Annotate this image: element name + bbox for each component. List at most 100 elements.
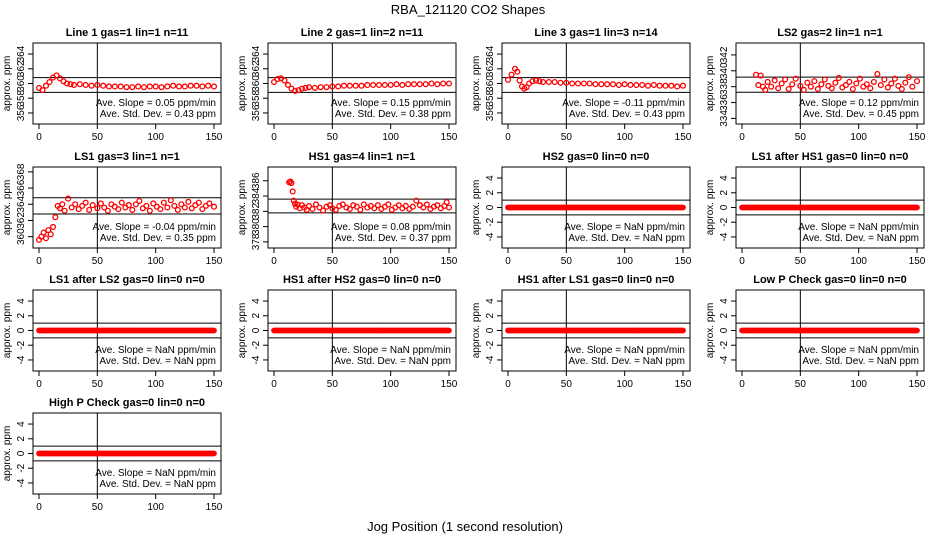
data-point: [539, 78, 547, 86]
data-point: [178, 201, 185, 208]
data-point: [125, 202, 132, 209]
data-point: [47, 231, 54, 238]
data-point: [46, 78, 53, 86]
sd-annotation: Ave. Std. Dev. = 0.43 ppm: [569, 109, 685, 120]
y-tick-label: 0: [16, 450, 27, 456]
panel-6: HS1 gas=4 lin=1 n=1 0 50 100 150 378380382384…: [237, 151, 458, 267]
y-axis-label: approx. ppm: [705, 56, 716, 112]
data-point: [65, 195, 72, 202]
x-tick-label: 100: [147, 502, 164, 513]
data-point: [674, 83, 681, 90]
y-tick-label: -4: [485, 232, 496, 241]
panel-grid: Line 1 gas=1 lin=1 n=110 50 100 15035635836…: [2, 27, 926, 513]
data-point: [789, 81, 796, 88]
panel-11: HS1 after LS1 gas=0 lin=0 n=0 0 50 100 150 -4…: [471, 274, 692, 390]
data-point: [157, 206, 164, 213]
sd-annotation: Ave. Std. Dev. = 0.45 ppm: [803, 109, 919, 120]
data-point: [302, 84, 309, 91]
data-point: [835, 74, 842, 81]
x-tick-label: 100: [382, 132, 399, 143]
data-point: [536, 78, 543, 85]
y-tick-label: 4: [251, 298, 262, 304]
y-tick-label: -2: [485, 217, 496, 226]
x-tick-label: 50: [327, 256, 339, 267]
y-axis-label: approx. ppm: [237, 303, 248, 359]
y-tick-label: 364: [16, 195, 27, 212]
data-point: [615, 81, 622, 89]
data-point: [668, 82, 675, 89]
x-tick-label: 50: [92, 132, 104, 143]
data-point: [63, 80, 71, 87]
data-point: [609, 81, 617, 88]
data-point: [370, 81, 377, 89]
data-point: [75, 206, 82, 213]
data-point: [797, 82, 804, 89]
data-point: [764, 78, 771, 85]
data-point: [514, 68, 521, 75]
panel-3: Line 3 gas=1 lin=3 n=140 50 100 15035635836…: [471, 27, 692, 143]
y-axis-label: approx. ppm: [2, 426, 13, 482]
data-point: [335, 83, 342, 90]
y-tick-label: -4: [16, 478, 27, 487]
y-tick-label: 368: [16, 163, 27, 180]
data-point: [545, 78, 552, 86]
x-tick-label: 50: [92, 256, 104, 267]
data-point: [804, 79, 811, 86]
data-point: [807, 83, 814, 90]
data-point: [146, 207, 153, 214]
data-point: [800, 86, 807, 93]
x-tick-label: 150: [206, 502, 223, 513]
data-point: [332, 206, 339, 213]
data-point: [914, 327, 920, 334]
y-tick-label: 360: [485, 75, 496, 92]
data-point: [413, 197, 420, 204]
data-point: [199, 206, 206, 213]
data-point: [375, 81, 383, 89]
data-point: [111, 83, 118, 90]
data-point: [211, 327, 217, 334]
y-tick-label: 384: [251, 187, 262, 204]
data-point: [193, 82, 200, 89]
data-point: [175, 83, 183, 90]
data-point: [867, 85, 874, 92]
data-point: [863, 81, 870, 88]
y-tick-label: 2: [719, 190, 730, 196]
data-point: [821, 76, 828, 83]
y-tick-label: 356: [251, 104, 262, 121]
slope-annotation: Ave. Slope = -0.04 ppm/min: [93, 222, 217, 233]
sd-annotation: Ave. Std. Dev. = 0.38 ppm: [335, 109, 451, 120]
data-point: [56, 75, 64, 82]
data-point: [181, 204, 188, 211]
y-tick-label: -4: [719, 355, 730, 364]
sd-annotation: Ave. Std. Dev. = 0.37 ppm: [335, 233, 451, 244]
data-point: [82, 81, 89, 89]
data-point: [778, 80, 785, 87]
data-point: [385, 201, 392, 208]
y-tick-label: 0: [719, 204, 730, 210]
data-point: [76, 81, 83, 88]
data-point: [909, 83, 916, 90]
data-point: [504, 76, 512, 83]
x-tick-label: 100: [850, 132, 867, 143]
data-point: [270, 78, 278, 86]
data-point: [423, 201, 430, 208]
data-point: [881, 76, 888, 83]
data-point: [814, 86, 821, 93]
data-point: [891, 75, 898, 82]
data-point: [211, 450, 217, 457]
x-tick-label: 100: [616, 132, 633, 143]
y-tick-label: 362: [485, 60, 496, 77]
panel-title: HS1 after LS1 gas=0 lin=0 n=0: [518, 274, 675, 286]
slope-annotation: Ave. Slope = 0.08 ppm/min: [331, 222, 451, 233]
data-point: [317, 84, 324, 91]
slope-annotation: Ave. Slope = 0.12 ppm/min: [799, 98, 919, 109]
data-point: [662, 82, 669, 89]
x-tick-label: 150: [206, 256, 223, 267]
data-point: [853, 80, 860, 87]
data-point: [563, 79, 570, 86]
data-point: [164, 204, 171, 211]
data-point: [443, 199, 450, 206]
y-tick-label: -2: [16, 463, 27, 472]
data-point: [811, 78, 818, 85]
data-point: [59, 201, 66, 208]
